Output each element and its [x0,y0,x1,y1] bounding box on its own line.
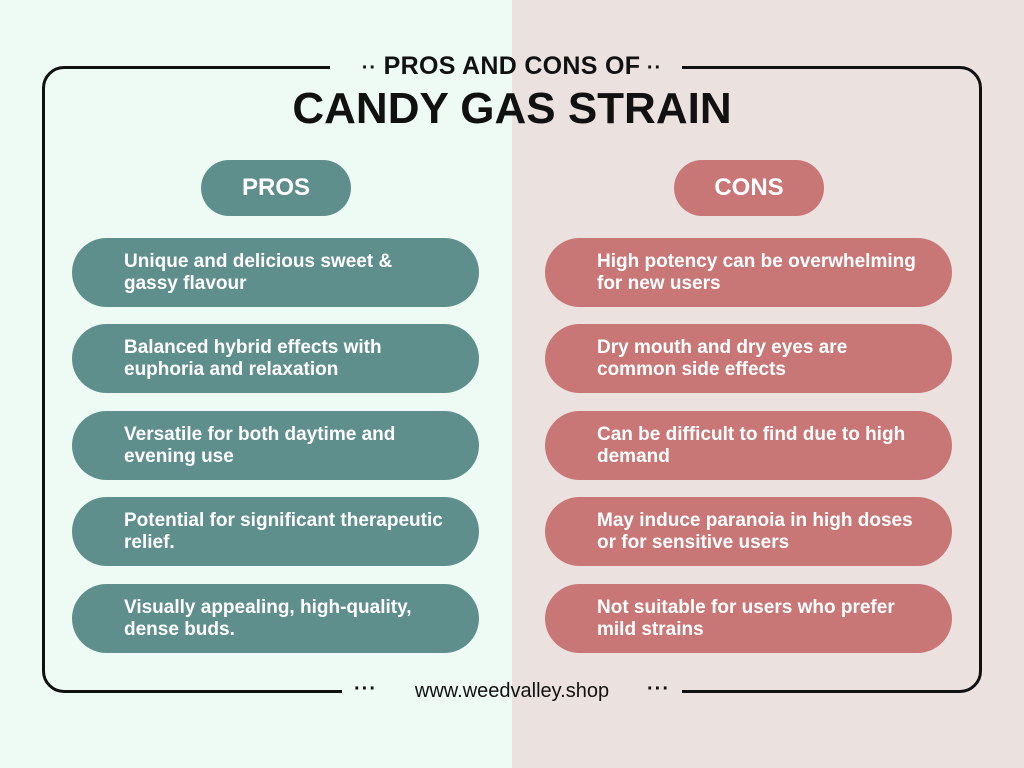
cons-header: CONS [674,160,824,216]
con-item: High potency can be overwhelming for new… [545,238,952,307]
pros-header: PROS [201,160,351,216]
con-item: Not suitable for users who prefer mild s… [545,584,952,653]
frame-gap [342,688,512,696]
dots-decoration: ··· [647,678,670,700]
subtitle-text: PROS AND CONS OF [383,52,641,80]
frame-gap [512,688,682,696]
pro-item: Visually appealing, high-quality, dense … [72,584,479,653]
con-item: May induce paranoia in high doses or for… [545,497,952,566]
subtitle: ·· PROS AND CONS OF ·· [361,52,663,80]
pro-item: Versatile for both daytime and evening u… [72,411,479,480]
pro-item: Balanced hybrid effects with euphoria an… [72,324,479,393]
frame-gap [512,64,682,72]
dots-decoration: ··· [354,678,377,700]
con-item: Can be difficult to find due to high dem… [545,411,952,480]
frame-gap [330,64,512,72]
pro-item: Unique and delicious sweet & gassy flavo… [72,238,479,307]
con-item: Dry mouth and dry eyes are common side e… [545,324,952,393]
footer-url[interactable]: www.weedvalley.shop [414,680,610,702]
pro-item: Potential for significant therapeutic re… [72,497,479,566]
page-title: CANDY GAS STRAIN [292,84,732,133]
